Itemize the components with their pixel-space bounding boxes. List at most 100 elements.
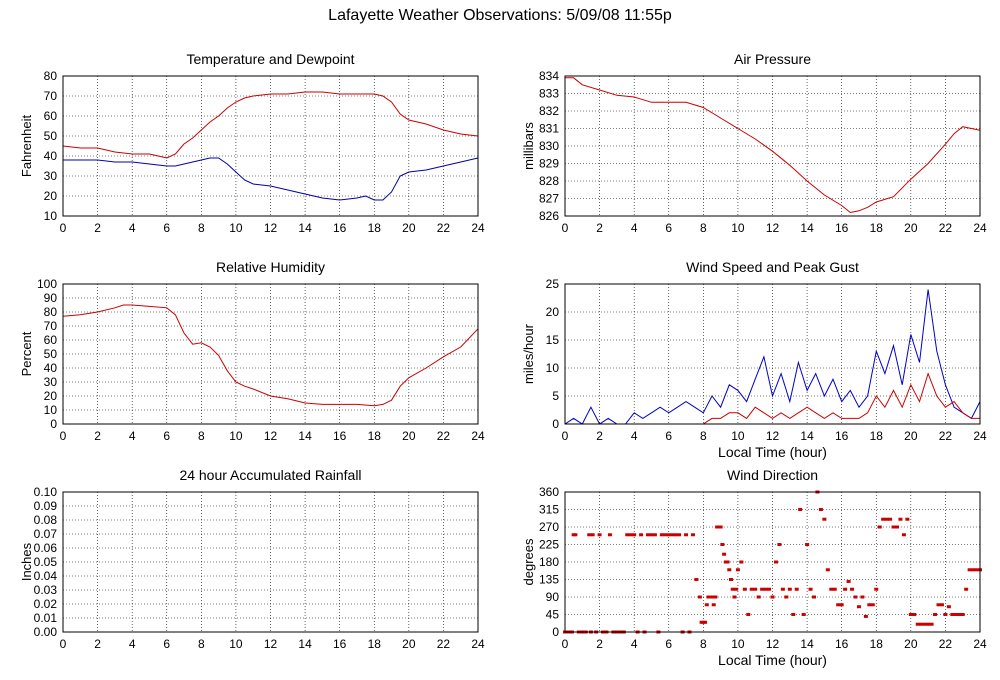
- x-tick-label: 14: [800, 221, 814, 235]
- y-tick-label: 827: [539, 192, 559, 206]
- data-point: [905, 517, 910, 521]
- data-point: [646, 533, 650, 537]
- x-tick-label: 20: [904, 637, 918, 651]
- data-point: [732, 595, 737, 599]
- x-tick-label: 0: [562, 637, 569, 651]
- data-point: [760, 587, 765, 591]
- data-point: [677, 533, 682, 537]
- data-point: [856, 605, 861, 609]
- y-tick-label: 0: [552, 417, 559, 431]
- data-point: [801, 613, 806, 616]
- y-tick-label: 826: [539, 209, 559, 223]
- x-tick-label: 24: [973, 637, 987, 651]
- y-tick-label: 270: [539, 520, 559, 534]
- data-point: [808, 587, 813, 591]
- y-tick-label: 50: [44, 347, 58, 361]
- x-tick-label: 24: [471, 429, 485, 443]
- data-point: [877, 525, 882, 529]
- x-tick-label: 14: [298, 637, 312, 651]
- x-tick-label: 12: [264, 637, 278, 651]
- data-point: [639, 533, 644, 537]
- y-tick-label: 0.04: [34, 569, 58, 583]
- y-tick-label: 30: [44, 169, 58, 183]
- x-tick-label: 22: [437, 429, 451, 443]
- x-tick-label: 20: [904, 429, 918, 443]
- plot-frame: [564, 491, 981, 633]
- data-point: [670, 533, 675, 537]
- y-tick-label: 828: [539, 174, 559, 188]
- y-tick-label: 315: [539, 503, 559, 517]
- y-tick-label: 0: [50, 417, 57, 431]
- data-point: [912, 613, 917, 616]
- data-point: [718, 525, 723, 529]
- x-tick-label: 10: [731, 221, 745, 235]
- x-tick-label: 2: [94, 637, 101, 651]
- x-tick-label: 4: [129, 637, 136, 651]
- y-tick-label: 0.06: [34, 541, 58, 555]
- x-tick-label: 2: [596, 637, 603, 651]
- y-tick-label: 20: [44, 389, 58, 403]
- y-tick-label: 20: [44, 189, 58, 203]
- data-point: [587, 533, 592, 537]
- data-point: [780, 587, 785, 591]
- x-tick-label: 14: [800, 637, 814, 651]
- plot-frame: [62, 283, 479, 425]
- data-point: [915, 622, 920, 626]
- x-tick-label: 20: [402, 429, 416, 443]
- x-tick-label: 12: [264, 221, 278, 235]
- chart-title: Wind Direction: [727, 467, 818, 483]
- data-point: [727, 568, 732, 572]
- data-point: [946, 605, 951, 609]
- x-tick-label: 24: [973, 429, 987, 443]
- x-tick-label: 16: [835, 429, 849, 443]
- data-point: [891, 525, 896, 529]
- x-tick-label: 24: [973, 221, 987, 235]
- x-tick-label: 18: [870, 429, 884, 443]
- y-axis-label: degrees: [521, 538, 536, 585]
- y-tick-label: 0.02: [34, 597, 58, 611]
- data-point: [825, 568, 830, 572]
- x-tick-label: 12: [766, 637, 780, 651]
- data-point: [908, 613, 913, 616]
- data-point: [964, 587, 969, 591]
- x-tick-label: 18: [870, 221, 884, 235]
- y-tick-label: 40: [44, 361, 58, 375]
- data-point: [895, 525, 899, 529]
- data-point: [953, 613, 958, 616]
- x-tick-label: 12: [264, 429, 278, 443]
- data-point: [812, 595, 816, 599]
- x-tick-label: 14: [800, 429, 814, 443]
- y-axis-label: miles/hour: [521, 323, 536, 384]
- x-tick-label: 6: [665, 221, 672, 235]
- x-tick-label: 24: [471, 221, 485, 235]
- plot-frame: [62, 75, 479, 217]
- y-tick-label: 10: [546, 361, 560, 375]
- data-point: [749, 587, 754, 591]
- y-tick-label: 15: [546, 333, 560, 347]
- x-tick-label: 4: [129, 221, 136, 235]
- data-point: [713, 595, 718, 599]
- data-point: [703, 620, 708, 624]
- page-title: Lafayette Weather Observations: 5/09/08 …: [328, 7, 672, 24]
- data-point: [943, 613, 948, 616]
- x-tick-label: 16: [333, 637, 347, 651]
- x-tick-label: 6: [665, 637, 672, 651]
- x-tick-label: 0: [60, 637, 67, 651]
- x-tick-label: 12: [766, 429, 780, 443]
- data-point: [666, 533, 671, 537]
- data-point: [773, 560, 778, 564]
- x-tick-label: 14: [298, 429, 312, 443]
- data-point: [926, 622, 931, 626]
- data-point: [725, 560, 730, 564]
- data-point: [735, 568, 740, 572]
- y-tick-label: 20: [546, 305, 560, 319]
- x-tick-label: 10: [731, 429, 745, 443]
- data-point: [960, 613, 965, 616]
- y-tick-label: 100: [37, 277, 57, 291]
- data-point: [901, 533, 906, 537]
- x-tick-label: 8: [198, 221, 205, 235]
- x-tick-label: 12: [766, 221, 780, 235]
- data-point: [787, 587, 792, 591]
